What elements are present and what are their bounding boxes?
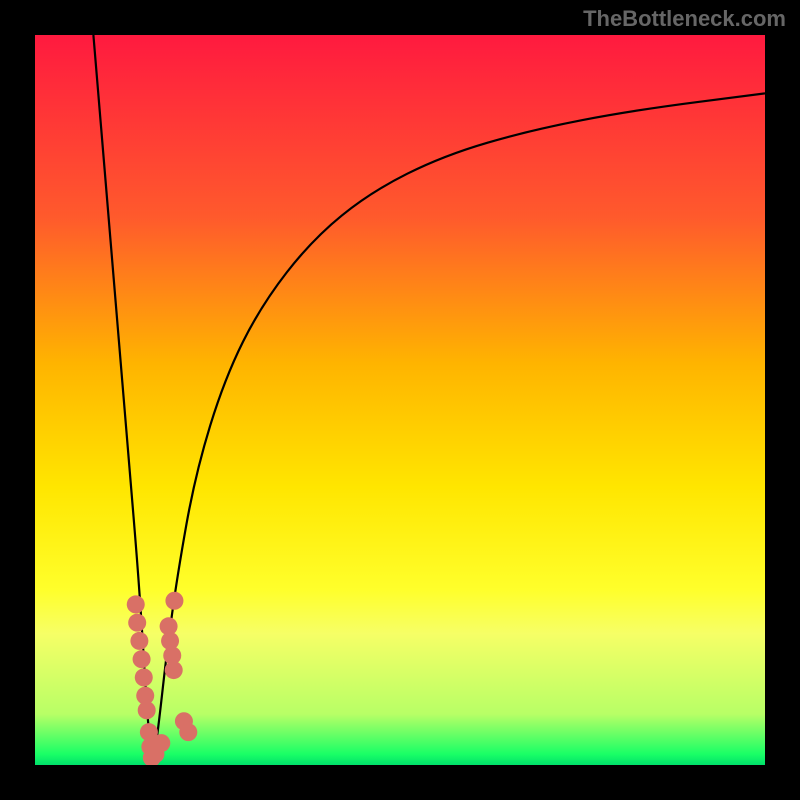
data-marker [128, 614, 146, 632]
data-marker [179, 723, 197, 741]
watermark-text: TheBottleneck.com [583, 6, 786, 32]
data-marker [165, 661, 183, 679]
data-marker [152, 734, 170, 752]
data-marker [133, 650, 151, 668]
chart-svg [35, 35, 765, 765]
data-marker [135, 668, 153, 686]
data-marker [130, 632, 148, 650]
data-marker [165, 592, 183, 610]
chart-plot-area [35, 35, 765, 765]
data-marker [127, 595, 145, 613]
data-marker [138, 701, 156, 719]
